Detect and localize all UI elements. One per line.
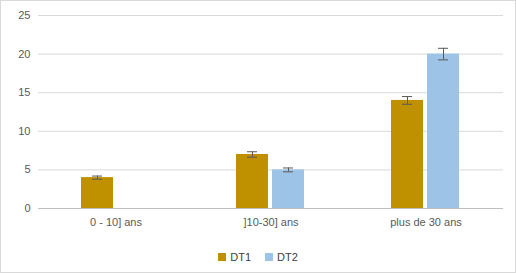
html-text:DT1: DT1: [230, 251, 251, 263]
svg-text:20: 20: [18, 48, 30, 60]
svg-text:15: 15: [18, 86, 30, 98]
svg-text:]10-30] ans: ]10-30] ans: [243, 216, 299, 228]
html-text:DT2: DT2: [277, 251, 298, 263]
svg-text:10: 10: [18, 125, 30, 137]
svg-text:plus de 30 ans: plus de 30 ans: [390, 216, 462, 228]
svg-text:5: 5: [24, 163, 30, 175]
svg-text:0: 0: [24, 202, 30, 214]
svg-text:25: 25: [18, 9, 30, 21]
svg-text:0 - 10] ans: 0 - 10] ans: [90, 216, 142, 228]
